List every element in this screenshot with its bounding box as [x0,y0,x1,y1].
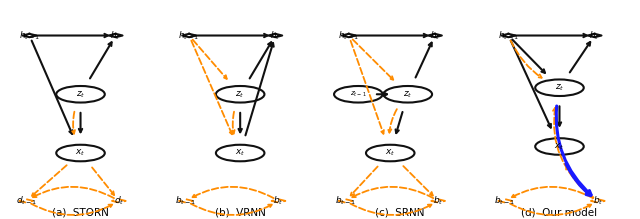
FancyArrowPatch shape [239,113,242,132]
FancyArrowPatch shape [512,187,593,198]
FancyArrowPatch shape [512,39,545,73]
Circle shape [535,79,584,96]
Text: (d)  Our model: (d) Our model [522,207,598,217]
Text: $b_{t-1}$: $b_{t-1}$ [495,195,516,207]
Polygon shape [502,34,515,37]
Polygon shape [271,199,285,203]
Polygon shape [342,34,356,37]
FancyArrowPatch shape [191,204,272,215]
FancyArrowPatch shape [355,34,427,37]
FancyArrowPatch shape [353,39,393,80]
FancyArrowPatch shape [566,166,593,198]
Circle shape [383,86,432,102]
FancyArrowPatch shape [250,42,271,78]
Text: $b_{t-1}$: $b_{t-1}$ [335,195,356,207]
Circle shape [216,86,264,102]
FancyArrowPatch shape [195,34,268,37]
Text: (b)  VRNN: (b) VRNN [215,207,266,217]
Text: $x_t$: $x_t$ [385,148,396,158]
Text: $x_t$: $x_t$ [554,141,564,152]
FancyArrowPatch shape [556,106,591,195]
FancyArrowPatch shape [403,166,433,196]
Text: $h_t$: $h_t$ [429,29,440,42]
Circle shape [535,138,584,155]
Polygon shape [109,34,122,37]
Text: $z_t$: $z_t$ [403,89,413,99]
FancyArrowPatch shape [396,112,403,133]
Text: $h_t$: $h_t$ [270,29,280,42]
Text: $b_{t-1}$: $b_{t-1}$ [175,195,196,207]
Circle shape [56,86,105,102]
FancyArrowPatch shape [510,204,591,215]
FancyArrowPatch shape [92,168,114,195]
FancyArrowPatch shape [558,106,561,126]
Polygon shape [182,34,196,37]
FancyArrowPatch shape [570,42,590,72]
Text: $z_{t-1}$: $z_{t-1}$ [350,90,367,99]
FancyArrowPatch shape [514,34,587,37]
FancyArrowPatch shape [31,204,112,215]
Polygon shape [499,199,512,203]
Text: $b_t$: $b_t$ [433,195,444,207]
FancyArrowPatch shape [79,113,82,132]
FancyArrowPatch shape [511,41,551,128]
Text: $d_{t-1}$: $d_{t-1}$ [15,195,37,207]
Text: $x_t$: $x_t$ [235,148,245,158]
FancyArrowPatch shape [31,41,72,134]
Text: $d_t$: $d_t$ [114,195,124,207]
Text: $z_t$: $z_t$ [555,83,564,93]
FancyArrowPatch shape [566,164,591,196]
FancyArrowPatch shape [511,41,541,78]
Circle shape [56,145,105,161]
Text: $x_t$: $x_t$ [76,148,86,158]
FancyArrowPatch shape [388,109,397,132]
FancyArrowPatch shape [33,187,114,198]
Text: $b_t$: $b_t$ [273,195,284,207]
FancyArrowPatch shape [350,204,431,215]
FancyArrowPatch shape [553,108,593,198]
Text: $h_{t-1}$: $h_{t-1}$ [498,29,519,42]
Text: $h_t$: $h_t$ [589,29,600,42]
Circle shape [216,145,264,161]
Text: $z_t$: $z_t$ [76,89,85,99]
Polygon shape [591,199,605,203]
FancyArrowPatch shape [415,43,432,78]
Polygon shape [588,34,602,37]
Polygon shape [22,34,36,37]
Polygon shape [268,34,282,37]
Polygon shape [112,199,125,203]
FancyArrowPatch shape [246,43,274,135]
Text: (a)  STORN: (a) STORN [52,207,109,217]
Text: (c)  SRNN: (c) SRNN [375,207,424,217]
Polygon shape [19,199,33,203]
FancyArrowPatch shape [231,112,235,134]
Text: $b_t$: $b_t$ [593,195,603,207]
FancyArrowPatch shape [35,34,108,37]
FancyArrowPatch shape [377,93,387,96]
FancyArrowPatch shape [72,112,75,134]
FancyArrowPatch shape [351,166,378,195]
FancyArrowPatch shape [351,41,384,134]
FancyArrowPatch shape [191,41,232,134]
FancyArrowPatch shape [352,187,433,198]
Text: $h_{t-1}$: $h_{t-1}$ [338,29,360,42]
Text: $h_t$: $h_t$ [111,29,121,42]
Polygon shape [339,199,353,203]
FancyArrowPatch shape [90,42,111,78]
FancyArrowPatch shape [193,187,274,198]
Text: $h_{t-1}$: $h_{t-1}$ [179,29,200,42]
FancyArrowPatch shape [193,40,227,79]
Text: $z_t$: $z_t$ [236,89,245,99]
FancyArrowPatch shape [32,165,67,196]
Text: $h_{t-1}$: $h_{t-1}$ [19,29,40,42]
Circle shape [366,145,415,161]
Circle shape [334,86,383,102]
Polygon shape [179,199,193,203]
Polygon shape [428,34,442,37]
Polygon shape [431,199,445,203]
